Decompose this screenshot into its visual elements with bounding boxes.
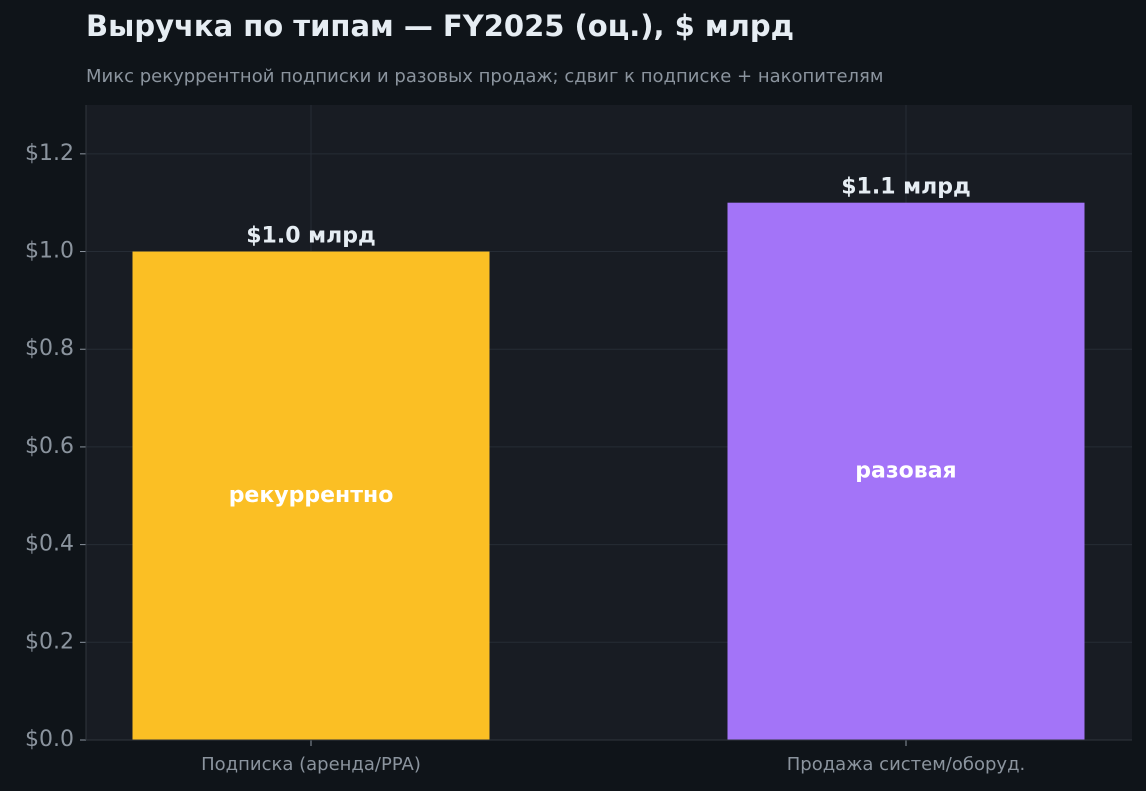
y-tick-label: $0.6: [25, 434, 74, 459]
bar: [132, 251, 490, 741]
bar-label: разовая: [855, 458, 956, 483]
y-tick-label: $1.0: [25, 239, 74, 264]
bar-label: рекуррентно: [229, 483, 394, 508]
y-tick-label: $0.2: [25, 629, 74, 654]
y-tick-label: $0.0: [25, 727, 74, 752]
x-tick-label: Подписка (аренда/PPA): [201, 754, 421, 775]
y-tick-label: $1.2: [25, 141, 74, 166]
value-label: $1.1 млрд: [841, 175, 971, 200]
bar: [727, 202, 1085, 740]
chart-subtitle: Микс рекуррентной подписки и разовых про…: [86, 66, 883, 87]
value-label: $1.0 млрд: [246, 224, 376, 249]
y-tick-label: $0.4: [25, 532, 74, 557]
x-tick-label: Продажа систем/оборуд.: [787, 754, 1025, 775]
chart-title: Выручка по типам — FY2025 (оц.), $ млрд: [86, 9, 794, 43]
y-tick-label: $0.8: [25, 336, 74, 361]
